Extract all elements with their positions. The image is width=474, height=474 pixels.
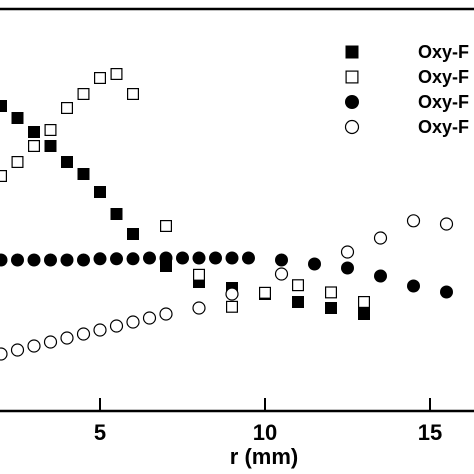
series-1-point-9 bbox=[61, 156, 73, 168]
series-3-point-22 bbox=[308, 257, 321, 271]
series-3-point-11 bbox=[93, 252, 107, 266]
x-axis-tick-labels: 5 10 15 bbox=[94, 420, 442, 445]
series-3-point-17 bbox=[192, 251, 206, 265]
series-4-point-25 bbox=[340, 245, 355, 259]
legend-marker-1 bbox=[345, 45, 359, 59]
legend: Oxy-F Oxy-F Oxy-F Oxy-F bbox=[344, 42, 469, 137]
plot-frame bbox=[0, 7, 474, 413]
series-2-point-6 bbox=[11, 156, 24, 169]
series-4-point-20 bbox=[142, 311, 157, 325]
series-2-open-square bbox=[0, 67, 371, 313]
series-3-point-15 bbox=[159, 251, 173, 265]
x-axis-ticks bbox=[99, 398, 431, 410]
series-3-filled-circle bbox=[0, 251, 453, 299]
x-tick-label-5: 5 bbox=[94, 420, 106, 445]
series-4-point-27 bbox=[406, 214, 421, 228]
series-4-point-19 bbox=[126, 315, 140, 329]
series-3-point-8 bbox=[44, 253, 57, 267]
series-2-point-20 bbox=[358, 296, 371, 309]
legend-item-2: Oxy-F bbox=[345, 67, 469, 87]
series-2-point-13 bbox=[126, 87, 139, 100]
series-3-point-26 bbox=[440, 285, 453, 299]
series-3-point-20 bbox=[242, 251, 255, 265]
series-4-point-12 bbox=[10, 343, 25, 357]
series-2-point-7 bbox=[28, 140, 41, 153]
series-3-point-24 bbox=[374, 269, 387, 283]
series-2-point-18 bbox=[292, 279, 305, 292]
series-4-point-28 bbox=[439, 217, 454, 231]
series-1-point-8 bbox=[44, 140, 57, 152]
legend-item-4: Oxy-F bbox=[344, 117, 469, 137]
series-3-point-12 bbox=[110, 252, 123, 266]
series-3-point-7 bbox=[27, 253, 41, 267]
series-2-point-5 bbox=[0, 170, 8, 183]
series-3-point-21 bbox=[275, 253, 288, 267]
series-1-point-20 bbox=[358, 308, 370, 320]
series-3-point-9 bbox=[60, 253, 74, 267]
x-tick-label-10: 10 bbox=[253, 420, 277, 445]
series-4-point-14 bbox=[43, 335, 58, 349]
series-2-point-14 bbox=[160, 220, 173, 233]
series-4-point-23 bbox=[225, 287, 239, 301]
series-4-open-circle bbox=[0, 214, 454, 361]
series-2-point-19 bbox=[325, 286, 338, 299]
series-4-point-17 bbox=[93, 323, 107, 337]
legend-marker-3 bbox=[345, 95, 359, 109]
legend-item-3: Oxy-F bbox=[345, 92, 469, 112]
series-2-point-9 bbox=[60, 101, 73, 114]
x-axis-title: r (mm) bbox=[230, 444, 298, 469]
series-1-point-12 bbox=[110, 208, 123, 220]
series-3-point-25 bbox=[407, 279, 420, 293]
series-3-point-5 bbox=[0, 253, 8, 267]
series-4-point-22 bbox=[192, 301, 206, 315]
series-4-point-16 bbox=[76, 327, 91, 341]
series-2-point-16 bbox=[226, 300, 239, 313]
series-2-point-11 bbox=[93, 71, 106, 84]
series-1-point-18 bbox=[292, 296, 304, 308]
series-3-point-16 bbox=[176, 251, 189, 265]
series-1-point-10 bbox=[77, 168, 90, 180]
series-4-point-13 bbox=[27, 339, 41, 353]
series-1-point-7 bbox=[28, 126, 40, 138]
series-layer bbox=[0, 67, 454, 361]
legend-label-1: Oxy-F bbox=[418, 42, 469, 62]
series-4-point-26 bbox=[373, 231, 388, 245]
legend-label-3: Oxy-F bbox=[418, 92, 469, 112]
series-1-point-19 bbox=[325, 302, 337, 314]
series-3-point-10 bbox=[77, 253, 90, 267]
series-2-point-15 bbox=[193, 268, 206, 281]
series-2-point-8 bbox=[44, 123, 57, 136]
series-4-point-21 bbox=[159, 307, 173, 321]
legend-marker-2 bbox=[345, 70, 359, 84]
series-1-point-11 bbox=[94, 186, 106, 198]
series-1-point-5 bbox=[0, 100, 7, 112]
series-3-point-13 bbox=[126, 252, 140, 266]
series-4-point-15 bbox=[60, 331, 74, 345]
legend-label-4: Oxy-F bbox=[418, 117, 469, 137]
legend-item-1: Oxy-F bbox=[345, 42, 469, 62]
legend-marker-4 bbox=[344, 119, 360, 135]
series-2-point-12 bbox=[110, 67, 123, 80]
series-3-point-6 bbox=[11, 253, 24, 267]
series-2-point-10 bbox=[77, 87, 90, 100]
series-3-point-14 bbox=[143, 251, 156, 265]
series-1-point-6 bbox=[11, 112, 24, 124]
series-4-point-24 bbox=[274, 267, 289, 281]
x-tick-label-15: 15 bbox=[418, 420, 442, 445]
series-3-point-19 bbox=[225, 251, 239, 265]
series-4-point-18 bbox=[109, 319, 124, 333]
series-1-filled-square bbox=[0, 100, 370, 320]
series-1-point-13 bbox=[127, 228, 139, 240]
series-4-point-11 bbox=[0, 347, 8, 361]
series-3-point-23 bbox=[341, 261, 354, 275]
series-3-point-18 bbox=[209, 251, 222, 265]
legend-label-2: Oxy-F bbox=[418, 67, 469, 87]
series-2-point-17 bbox=[259, 286, 272, 299]
